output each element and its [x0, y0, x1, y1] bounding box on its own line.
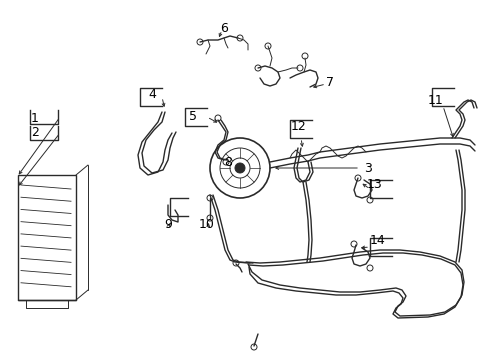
Text: 9: 9: [164, 219, 172, 231]
Text: 7: 7: [325, 76, 333, 89]
Text: 11: 11: [427, 94, 443, 107]
Text: 12: 12: [290, 121, 306, 134]
Text: 8: 8: [224, 156, 231, 168]
Circle shape: [235, 163, 244, 173]
Text: 5: 5: [189, 111, 197, 123]
Text: 2: 2: [31, 126, 39, 139]
Text: 1: 1: [31, 112, 39, 125]
Text: 10: 10: [199, 219, 215, 231]
Text: 14: 14: [369, 234, 385, 247]
Bar: [18, 175, 76, 300]
Text: 6: 6: [220, 22, 227, 35]
Text: 13: 13: [366, 179, 382, 192]
Text: 4: 4: [148, 89, 156, 102]
Text: 3: 3: [364, 162, 371, 175]
